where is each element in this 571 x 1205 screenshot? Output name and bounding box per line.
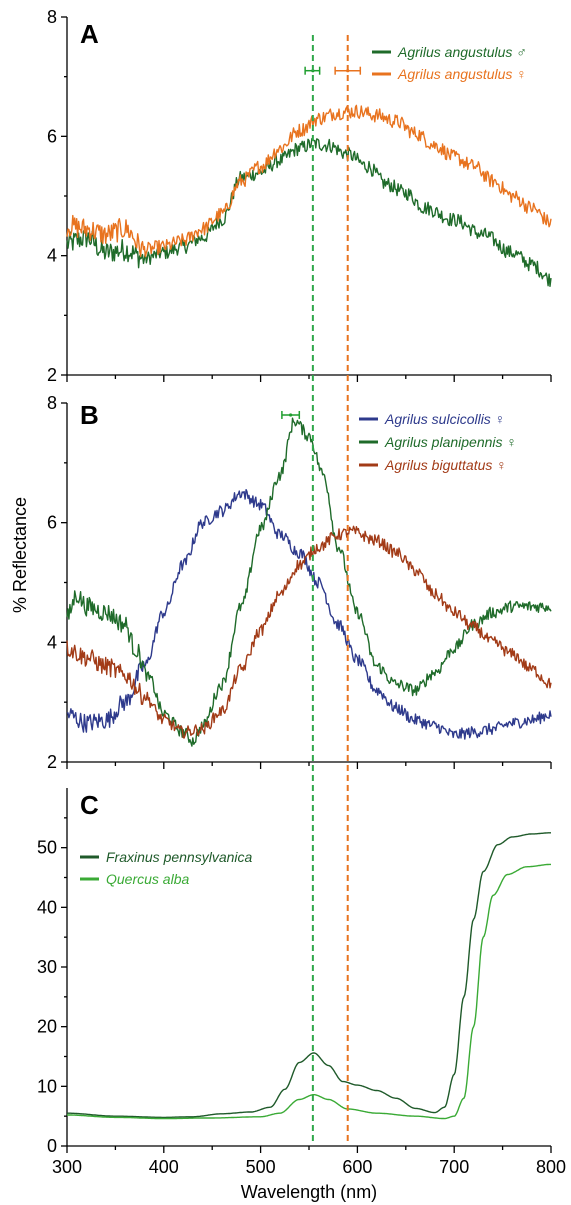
y-tick-label: 40 — [37, 897, 57, 917]
y-tick-label: 4 — [47, 632, 57, 652]
series-line — [66, 525, 552, 739]
legend-label: Agrilus planipennis ♀ — [384, 434, 517, 450]
panel-letter: C — [80, 790, 99, 820]
series-line — [66, 489, 552, 740]
legend-label: Fraxinus pennsylvanica — [106, 849, 253, 865]
x-tick-label: 500 — [246, 1157, 276, 1177]
legend-label: Agrilus biguttatus ♀ — [384, 457, 507, 473]
y-axis-title: % Reflectance — [10, 497, 30, 613]
x-tick-label: 300 — [52, 1157, 82, 1177]
x-tick-label: 400 — [149, 1157, 179, 1177]
y-tick-label: 8 — [47, 7, 57, 27]
reference-lines-layer — [311, 35, 349, 1143]
panel-b: 2 4 6 8 B Agrilus sulcicollis ♀ Agrilus planip… — [47, 393, 552, 772]
series-line — [66, 137, 552, 287]
panel-c: 0 10 20 30 40 50 300 400 500 600 700 800 Wavelength … — [37, 788, 566, 1202]
y-tick-label: 8 — [47, 393, 57, 413]
panel-letter: B — [80, 400, 99, 430]
legend-label: Quercus alba — [106, 871, 189, 887]
series-line — [66, 417, 552, 747]
legend-label: Agrilus angustulus ♀ — [397, 66, 527, 82]
y-tick-label: 2 — [47, 365, 57, 385]
error-bar-mean — [289, 413, 293, 417]
legend-label: Agrilus angustulus ♂ — [397, 44, 527, 60]
series-line — [67, 832, 551, 1119]
y-tick-label: 4 — [47, 246, 57, 266]
y-tick-label: 30 — [37, 957, 57, 977]
x-tick-label: 800 — [536, 1157, 566, 1177]
legend-label: Agrilus sulcicollis ♀ — [384, 411, 505, 427]
panels-layer: 2 4 6 8 A Agrilus angustulus ♂ Agrilus angustu… — [37, 7, 566, 1202]
x-tick-label: 700 — [439, 1157, 469, 1177]
x-tick-label: 600 — [342, 1157, 372, 1177]
y-tick-label: 10 — [37, 1076, 57, 1096]
x-axis-title: Wavelength (nm) — [241, 1182, 377, 1202]
y-tick-label: 50 — [37, 838, 57, 858]
y-tick-label: 6 — [47, 513, 57, 533]
y-tick-label: 20 — [37, 1017, 57, 1037]
y-tick-label: 2 — [47, 752, 57, 772]
y-tick-label: 6 — [47, 126, 57, 146]
panel-a: 2 4 6 8 A Agrilus angustulus ♂ Agrilus angustu… — [47, 7, 552, 385]
series-line — [67, 863, 551, 1120]
y-tick-label: 0 — [47, 1136, 57, 1156]
panel-letter: A — [80, 19, 99, 49]
series-line — [66, 104, 552, 258]
